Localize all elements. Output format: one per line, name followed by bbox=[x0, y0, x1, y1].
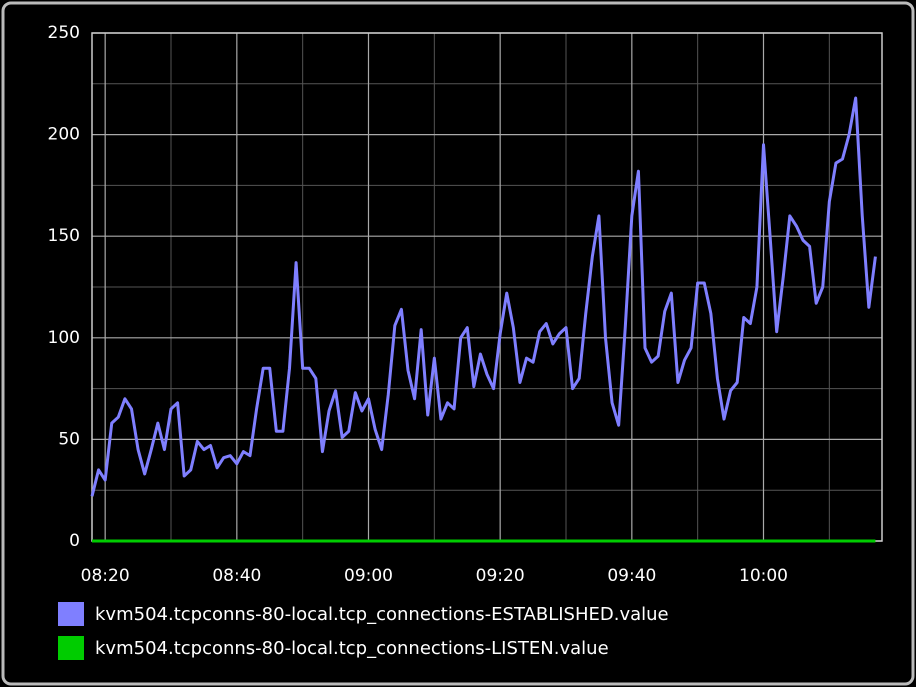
x-tick-label: 09:40 bbox=[607, 566, 656, 586]
y-tick-label: 200 bbox=[48, 125, 80, 145]
legend-swatch bbox=[58, 602, 84, 626]
x-tick-label: 10:00 bbox=[739, 566, 788, 586]
y-tick-label: 0 bbox=[69, 531, 80, 551]
legend-text: kvm504.tcpconns-80-local.tcp_connections… bbox=[95, 638, 609, 659]
y-tick-label: 100 bbox=[48, 328, 80, 348]
legend-swatch bbox=[58, 636, 84, 660]
x-tick-label: 09:20 bbox=[476, 566, 525, 586]
x-tick-label: 08:20 bbox=[81, 566, 130, 586]
y-tick-label: 250 bbox=[48, 23, 80, 43]
x-tick-label: 08:40 bbox=[212, 566, 261, 586]
x-tick-label: 09:00 bbox=[344, 566, 393, 586]
y-tick-label: 150 bbox=[48, 226, 80, 246]
legend-text: kvm504.tcpconns-80-local.tcp_connections… bbox=[95, 604, 669, 625]
series-line bbox=[90, 96, 877, 497]
y-tick-label: 50 bbox=[58, 429, 80, 449]
